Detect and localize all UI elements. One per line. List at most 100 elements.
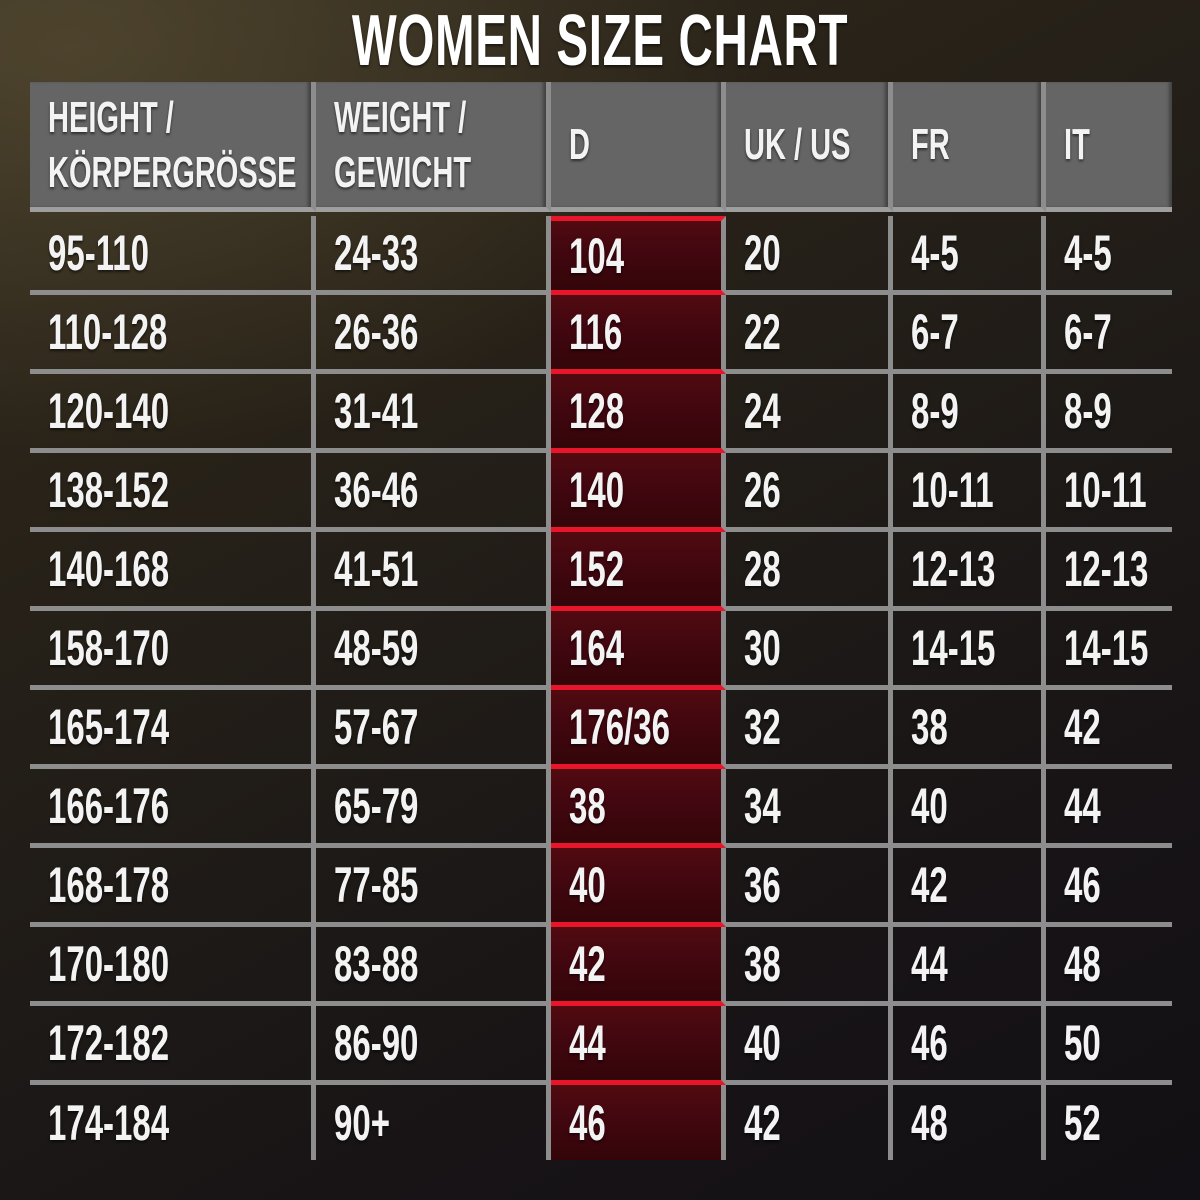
table-row: 140-168 41-51 152 28 12-13 12-13 <box>30 532 1172 611</box>
table-cell: 90+ <box>316 1085 551 1160</box>
table-cell-value: 95-110 <box>48 225 149 281</box>
table-cell: 140 <box>551 453 726 532</box>
table-cell-value: 50 <box>1064 1015 1101 1071</box>
table-cell: 128 <box>551 374 726 453</box>
column-header-height: HEIGHT / KÖRPERGRÖSSE <box>30 82 316 212</box>
table-cell: 104 <box>551 216 726 295</box>
table-row: 158-170 48-59 164 30 14-15 14-15 <box>30 611 1172 690</box>
table-cell-value: 4-5 <box>911 225 959 281</box>
table-cell-value: 12-13 <box>1064 541 1149 597</box>
size-chart-table: HEIGHT / KÖRPERGRÖSSE WEIGHT / GEWICHT D UK /… <box>30 82 1172 1160</box>
table-cell: 176/36 <box>551 690 726 769</box>
table-cell: 158-170 <box>30 611 316 690</box>
table-cell: 12-13 <box>893 532 1046 611</box>
table-cell-value: 6-7 <box>1064 304 1112 360</box>
table-cell: 32 <box>726 690 893 769</box>
table-cell-value: 158-170 <box>48 620 170 676</box>
table-cell: 40 <box>551 848 726 927</box>
table-cell-value: 24 <box>744 383 781 439</box>
table-cell-value: 20 <box>744 225 781 281</box>
table-cell: 12-13 <box>1046 532 1172 611</box>
table-row: 166-176 65-79 38 34 40 44 <box>30 769 1172 848</box>
table-cell-value: 40 <box>744 1015 781 1071</box>
table-cell: 110-128 <box>30 295 316 374</box>
table-cell: 26-36 <box>316 295 551 374</box>
table-cell: 10-11 <box>893 453 1046 532</box>
table-cell-value: 44 <box>1064 778 1101 834</box>
table-cell-value: 38 <box>744 936 781 992</box>
table-row: 95-110 24-33 104 20 4-5 4-5 <box>30 216 1172 295</box>
table-cell-value: 48 <box>911 1094 948 1151</box>
column-header-label: D <box>569 120 590 169</box>
table-row: 120-140 31-41 128 24 8-9 8-9 <box>30 374 1172 453</box>
table-cell-value: 42 <box>911 857 948 913</box>
table-cell: 164 <box>551 611 726 690</box>
table-cell: 48 <box>893 1085 1046 1160</box>
table-cell-value: 48 <box>1064 936 1101 992</box>
table-cell: 24 <box>726 374 893 453</box>
table-cell: 44 <box>551 1006 726 1085</box>
table-cell: 36-46 <box>316 453 551 532</box>
table-row: 172-182 86-90 44 40 46 50 <box>30 1006 1172 1085</box>
column-header-label: KÖRPERGRÖSSE <box>48 147 297 197</box>
table-cell-value: 42 <box>744 1094 781 1151</box>
table-cell-value: 42 <box>569 936 606 992</box>
column-header-label: IT <box>1064 120 1090 169</box>
table-row: 165-174 57-67 176/36 32 38 42 <box>30 690 1172 769</box>
table-cell: 170-180 <box>30 927 316 1006</box>
table-cell: 44 <box>1046 769 1172 848</box>
table-cell: 8-9 <box>1046 374 1172 453</box>
table-cell-value: 152 <box>569 541 625 597</box>
table-cell-value: 10-11 <box>1064 462 1147 518</box>
table-cell: 8-9 <box>893 374 1046 453</box>
table-cell: 83-88 <box>316 927 551 1006</box>
table-cell: 48-59 <box>316 611 551 690</box>
table-cell-value: 6-7 <box>911 304 959 360</box>
table-cell-value: 120-140 <box>48 383 170 439</box>
column-header-label: UK / US <box>744 120 851 169</box>
table-cell: 95-110 <box>30 216 316 295</box>
table-header-row: HEIGHT / KÖRPERGRÖSSE WEIGHT / GEWICHT D UK /… <box>30 82 1172 212</box>
table-cell-value: 34 <box>744 778 781 834</box>
table-cell-value: 30 <box>744 620 781 676</box>
table-cell: 38 <box>551 769 726 848</box>
table-cell-value: 140 <box>569 462 625 518</box>
table-cell: 40 <box>726 1006 893 1085</box>
table-cell: 4-5 <box>893 216 1046 295</box>
table-cell: 46 <box>893 1006 1046 1085</box>
table-cell: 31-41 <box>316 374 551 453</box>
table-cell: 20 <box>726 216 893 295</box>
table-cell: 152 <box>551 532 726 611</box>
table-cell: 165-174 <box>30 690 316 769</box>
table-cell-value: 116 <box>569 304 623 360</box>
table-cell: 24-33 <box>316 216 551 295</box>
table-cell-value: 14-15 <box>911 620 996 676</box>
table-cell: 38 <box>893 690 1046 769</box>
table-cell: 6-7 <box>1046 295 1172 374</box>
table-cell-value: 104 <box>569 227 625 284</box>
table-body: 95-110 24-33 104 20 4-5 4-5 110-128 26-36 116 22 6… <box>30 216 1172 1160</box>
table-cell: 40 <box>893 769 1046 848</box>
table-cell-value: 90+ <box>334 1094 390 1151</box>
column-header-fr: FR <box>893 82 1046 212</box>
table-cell-value: 4-5 <box>1064 225 1112 281</box>
table-cell: 42 <box>726 1085 893 1160</box>
table-cell: 86-90 <box>316 1006 551 1085</box>
table-cell: 77-85 <box>316 848 551 927</box>
table-cell-value: 52 <box>1064 1094 1101 1151</box>
table-cell-value: 32 <box>744 699 781 755</box>
table-cell-value: 168-178 <box>48 857 170 913</box>
table-cell-value: 10-11 <box>911 462 994 518</box>
table-cell-value: 40 <box>569 857 606 913</box>
table-cell: 116 <box>551 295 726 374</box>
table-cell: 65-79 <box>316 769 551 848</box>
table-cell-value: 28 <box>744 541 781 597</box>
table-cell-value: 36-46 <box>334 462 419 518</box>
column-header-label: HEIGHT / <box>48 92 174 142</box>
table-cell-value: 86-90 <box>334 1015 419 1071</box>
table-cell: 28 <box>726 532 893 611</box>
table-cell-value: 110-128 <box>48 304 168 360</box>
table-cell: 22 <box>726 295 893 374</box>
table-cell: 42 <box>893 848 1046 927</box>
table-cell: 26 <box>726 453 893 532</box>
